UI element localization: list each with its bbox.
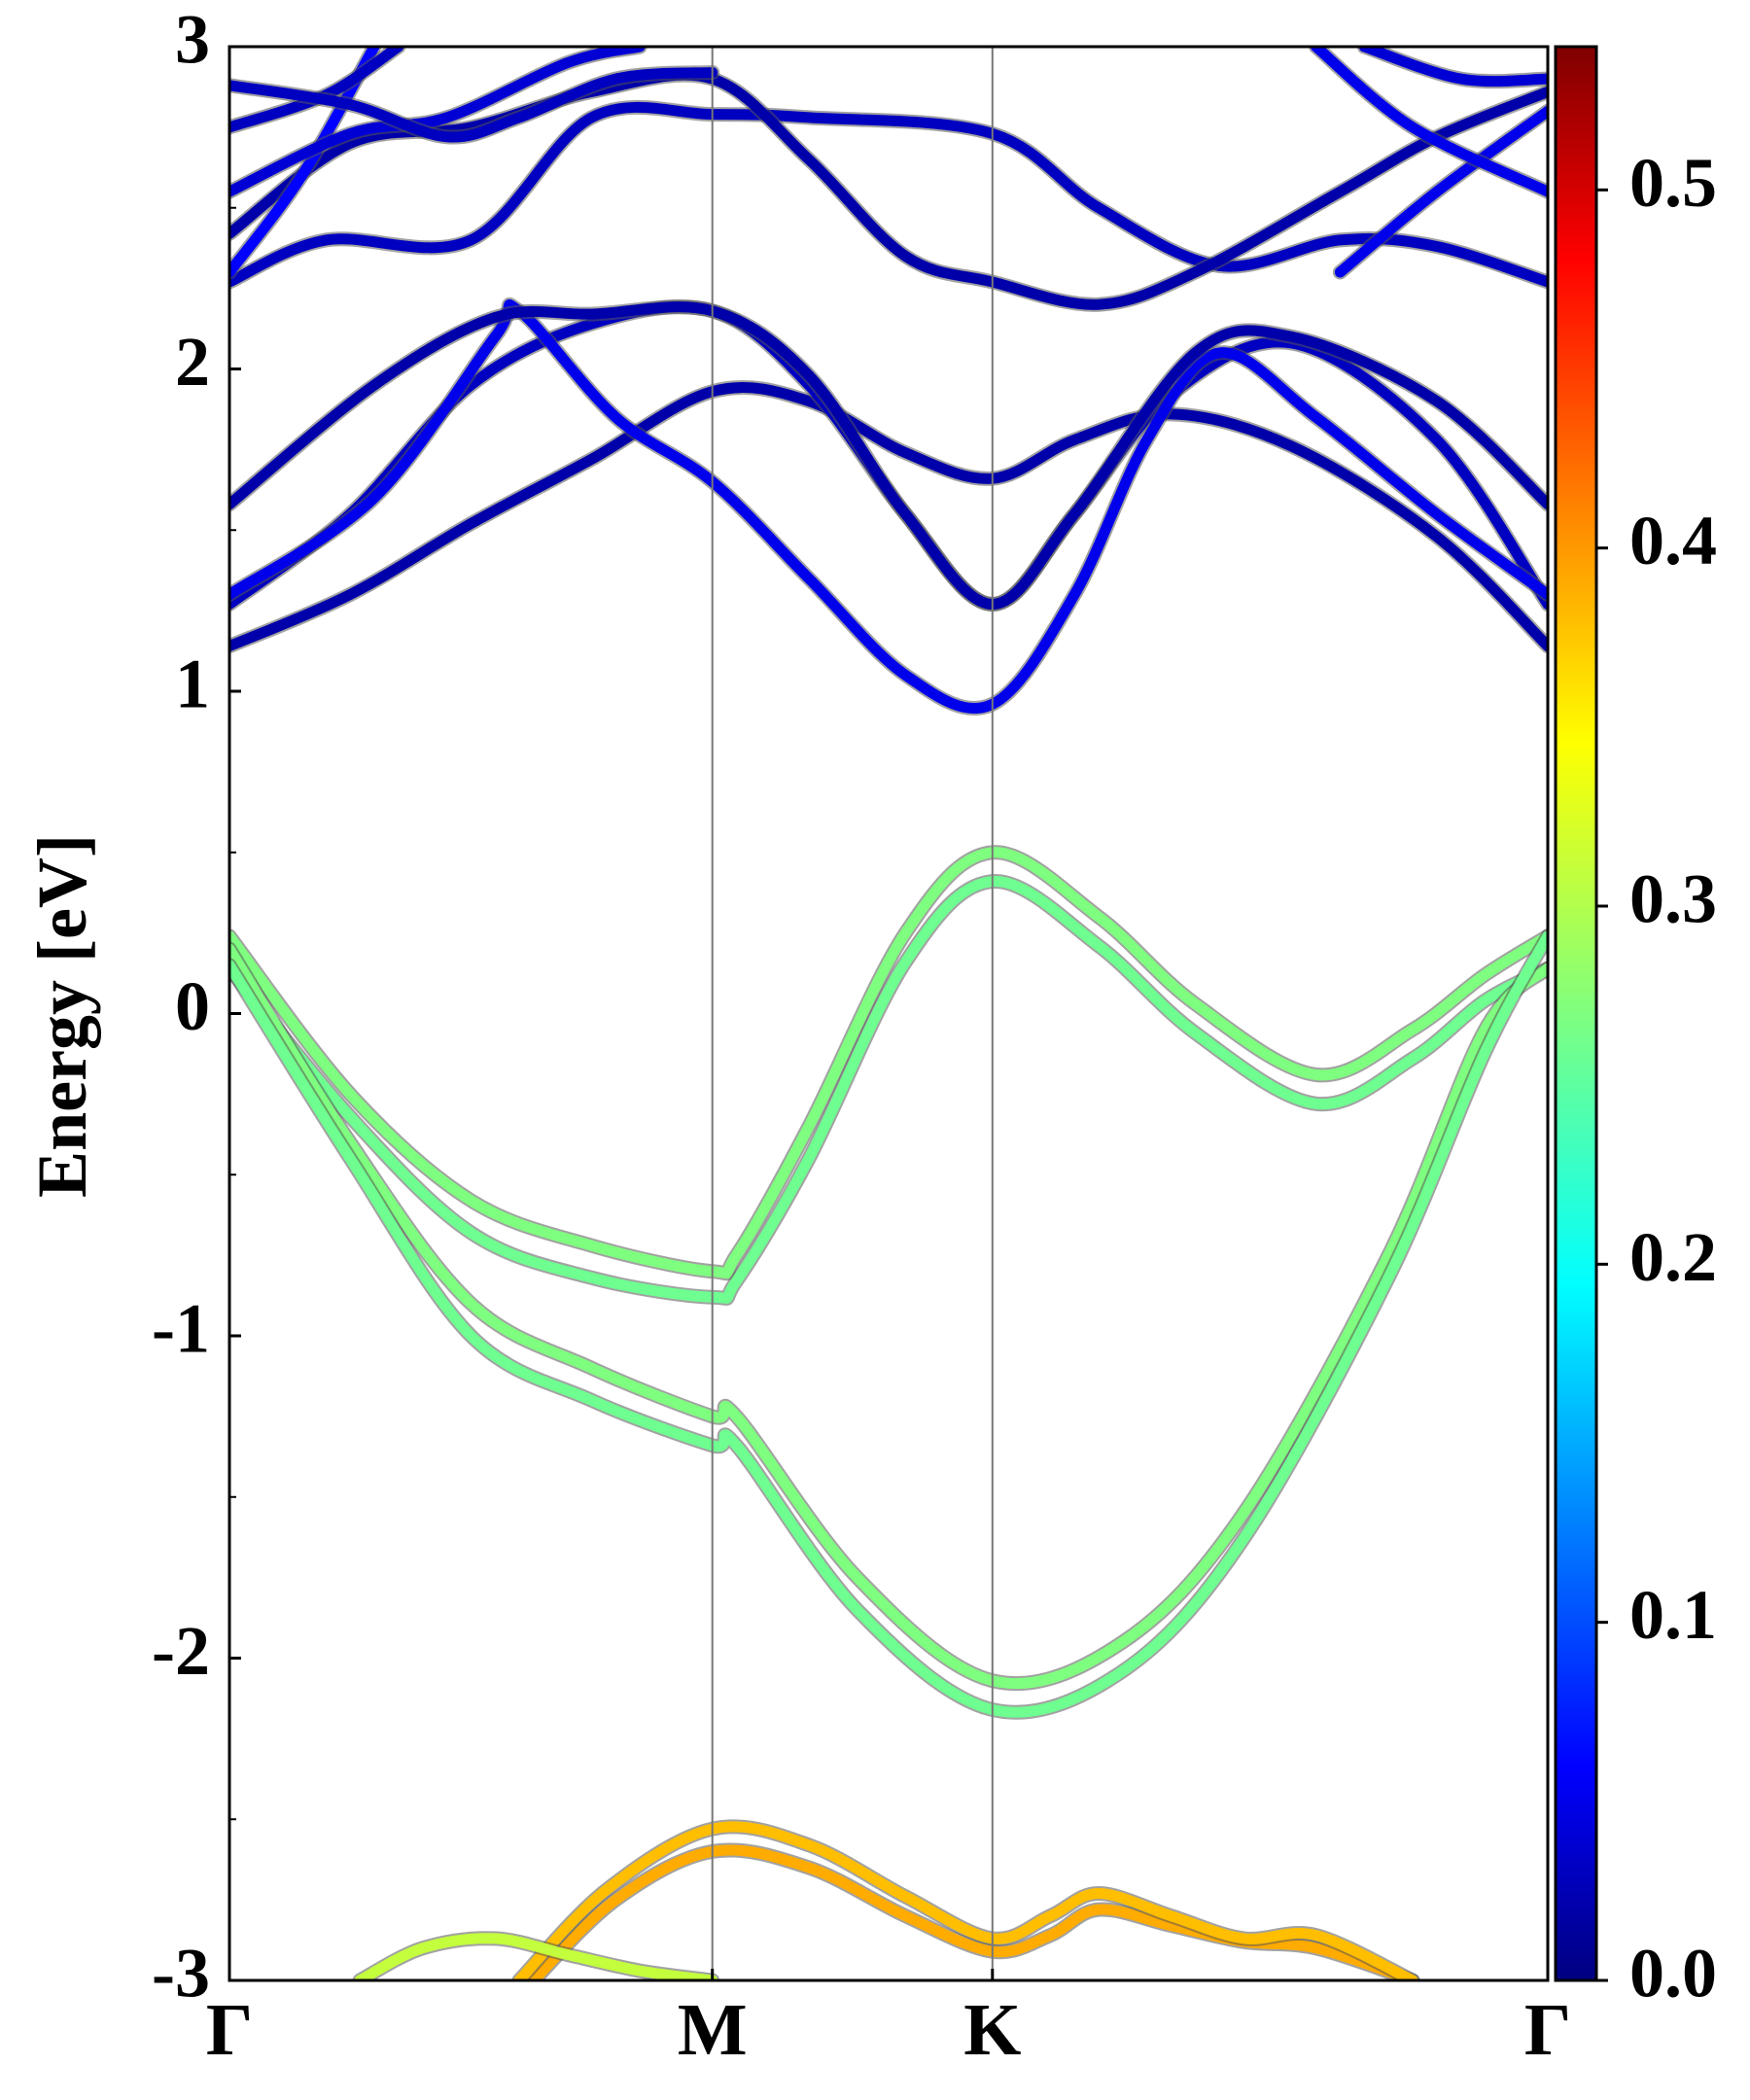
band-15-outline xyxy=(229,874,1548,1306)
band-14 xyxy=(229,847,1548,1279)
band-lines xyxy=(229,47,1548,1980)
band-5 xyxy=(229,101,1548,288)
band-3 xyxy=(229,298,1548,714)
band-18 xyxy=(528,1844,1418,1980)
y-tick-label: 3 xyxy=(175,1,210,79)
y-axis-label: Energy [eV] xyxy=(23,834,101,1198)
band-4 xyxy=(229,301,1548,610)
band-1 xyxy=(229,382,1548,652)
colorbar-tick-label: 0.5 xyxy=(1629,144,1717,222)
band-17 xyxy=(229,930,1548,1718)
colorbar: 0.0 0.1 0.2 0.3 0.4 0.5 xyxy=(1554,45,1717,2012)
plot-frame xyxy=(228,45,1550,1982)
band-11 xyxy=(1358,47,1548,88)
y-tick-label: -3 xyxy=(152,1935,210,2012)
colorbar-tick-label: 0.3 xyxy=(1629,860,1717,938)
y-tick-label: -1 xyxy=(152,1290,210,1368)
y-tick-label: -2 xyxy=(152,1612,210,1690)
k-point-divider-lines xyxy=(711,47,994,1980)
band-19-outline xyxy=(511,1819,1420,1980)
colorbar-tick-label: 0.2 xyxy=(1629,1218,1717,1296)
band-13 xyxy=(229,67,718,143)
y-tick-label: 2 xyxy=(175,323,210,401)
x-tick-label-k-point: Γ xyxy=(206,1989,253,2071)
colorbar-frame xyxy=(1554,45,1598,1982)
band-10 xyxy=(1311,47,1548,197)
band-16 xyxy=(229,943,1548,1690)
x-tick-label-k-point: K xyxy=(963,1989,1021,2071)
band-16-outline xyxy=(229,941,1548,1692)
band-14-outline xyxy=(229,845,1548,1281)
band-15 xyxy=(229,876,1548,1304)
colorbar-gradient xyxy=(1556,47,1596,1980)
colorbar-ticks: 0.0 0.1 0.2 0.3 0.4 0.5 xyxy=(1596,144,1717,2012)
x-tick-label-k-point: Γ xyxy=(1524,1989,1571,2071)
colorbar-tick-label: 0.0 xyxy=(1629,1935,1717,2012)
colorbar-tick-label: 0.4 xyxy=(1629,502,1717,579)
band-6 xyxy=(229,69,1548,310)
band-8 xyxy=(229,47,646,197)
y-tick-label: 0 xyxy=(175,967,210,1045)
band-9 xyxy=(1334,105,1548,278)
colorbar-tick-label: 0.1 xyxy=(1629,1576,1717,1654)
y-axis-ticks: -3 -2 -1 0 1 2 3 xyxy=(152,1,241,2012)
x-tick-label-k-point: M xyxy=(678,1989,748,2071)
y-tick-label: 1 xyxy=(175,646,210,723)
band-20 xyxy=(354,1933,718,1980)
